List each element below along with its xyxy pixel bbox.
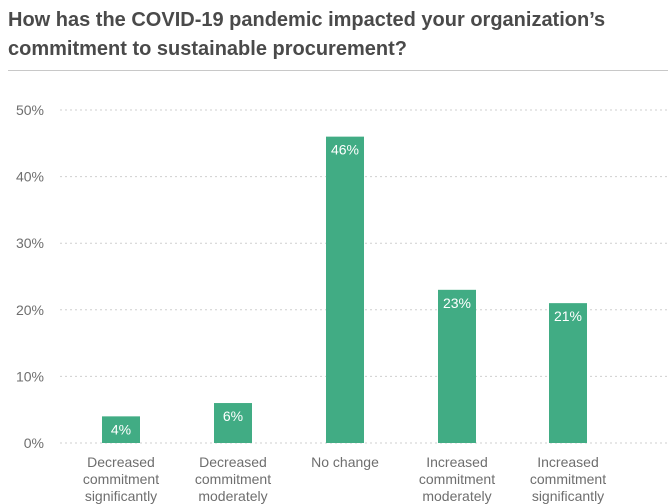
- category-label-line: Decreased: [199, 454, 267, 470]
- data-label: 23%: [443, 295, 471, 311]
- category-label-line: significantly: [85, 488, 157, 504]
- data-label: 4%: [111, 421, 131, 437]
- category-label-line: Increased: [537, 454, 598, 470]
- bar-5: [549, 303, 587, 443]
- y-tick-label: 30%: [16, 235, 44, 251]
- data-label: 21%: [554, 308, 582, 324]
- category-label: No change: [311, 454, 379, 470]
- category-label-line: commitment: [83, 471, 159, 487]
- y-tick-label: 50%: [16, 102, 44, 118]
- y-tick-label: 20%: [16, 302, 44, 318]
- category-label-line: significantly: [532, 488, 604, 504]
- category-label-line: No change: [311, 454, 379, 470]
- title-divider: [8, 70, 668, 71]
- bar-4: [438, 289, 476, 443]
- chart-title: How has the COVID-19 pandemic impacted y…: [8, 9, 606, 60]
- bar-2: [214, 403, 252, 443]
- bar-3: [326, 136, 364, 443]
- category-label: Decreased commitment moderately: [195, 454, 271, 504]
- y-tick-label: 40%: [16, 169, 44, 185]
- data-label: 46%: [331, 142, 359, 158]
- category-label-line: commitment: [530, 471, 606, 487]
- category-label-line: commitment: [419, 471, 495, 487]
- category-label-line: Increased: [426, 454, 487, 470]
- y-tick-label: 10%: [16, 368, 44, 384]
- category-label: Decreased commitment significantly: [83, 454, 159, 504]
- data-label: 6%: [223, 408, 243, 424]
- y-tick-label: 0%: [24, 435, 44, 451]
- category-label-line: Decreased: [87, 454, 155, 470]
- category-label: Increased commitment significantly: [530, 454, 606, 504]
- category-label-line: moderately: [198, 488, 267, 504]
- category-label-line: moderately: [422, 488, 491, 504]
- category-label-line: commitment: [195, 471, 271, 487]
- category-label: Increased commitment moderately: [419, 454, 495, 504]
- bar-1: [102, 416, 140, 443]
